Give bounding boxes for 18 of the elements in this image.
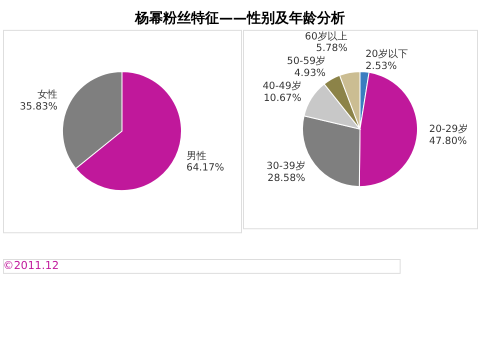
chart-title: 杨幂粉丝特征——性别及年龄分析 [134, 10, 345, 26]
slice-label: 女性 [38, 88, 58, 100]
data-label: 47.80% [429, 136, 467, 147]
text: ©2011.12 [2, 258, 59, 272]
slice-label: 20-29岁 [429, 123, 468, 136]
slice-label: 60岁以上 [304, 30, 348, 42]
slice-label: 40-49岁 [262, 80, 302, 92]
data-label: 64.17% [186, 162, 224, 174]
slice-label: 50-59岁 [286, 55, 326, 68]
slice-label: 20岁以下 [365, 48, 408, 60]
data-label: 4.93% [294, 68, 326, 80]
data-label: 35.83% [20, 101, 58, 112]
slice-label: 30-39岁 [266, 160, 306, 172]
data-label: 28.58% [268, 172, 306, 184]
slice-label: 男性 [186, 150, 206, 162]
data-label: 10.67% [264, 92, 302, 104]
data-label: 2.53% [365, 60, 397, 72]
data-label: 5.78% [316, 43, 348, 54]
